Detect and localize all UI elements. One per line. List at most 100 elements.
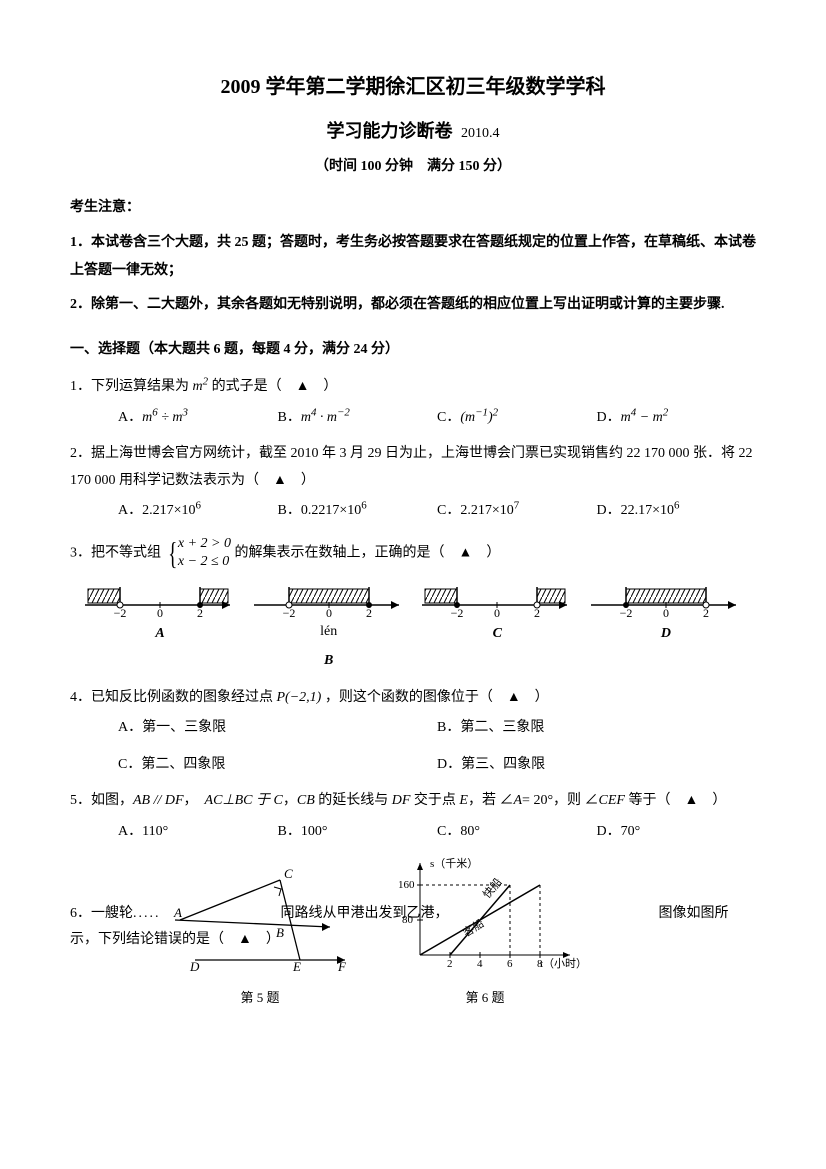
- numberline-b-svg: −2 0 2: [249, 577, 409, 619]
- q6-caption: 第 6 题: [390, 986, 580, 1011]
- q3-opt-b: −2 0 2 lén B: [249, 577, 409, 674]
- q1-marker: ▲: [296, 379, 310, 394]
- q1-opt-d-expr: m4 − m2: [621, 410, 669, 425]
- q5-si: ）: [698, 793, 726, 808]
- q2-opt-c: C．2.217×107: [437, 498, 597, 525]
- q5-opt-c: C．80°: [437, 819, 597, 846]
- title-line-1: 2009 学年第二学期徐汇区初三年级数学学科: [70, 68, 756, 106]
- q2-opt-b: B．0.2217×106: [278, 498, 438, 525]
- q5-opt-d: D．70°: [597, 819, 757, 846]
- question-4: 4．已知反比例函数的图象经过点 P(−2,1) ，则这个函数的图像位于（ ▲ ）…: [70, 685, 756, 779]
- svg-text:0: 0: [663, 606, 669, 619]
- q5-sc: ，: [283, 793, 297, 808]
- notice-item-1: 1．本试卷含三个大题，共 25 题；答题时，考生务必按答题要求在答题纸规定的位置…: [70, 229, 756, 285]
- numberline-c-svg: −2 0 2: [417, 577, 577, 619]
- q5-s4: DF: [392, 793, 411, 808]
- svg-text:160: 160: [398, 879, 415, 891]
- svg-text:0: 0: [494, 606, 500, 619]
- svg-text:D: D: [189, 959, 200, 974]
- q1-opt-d: D．m4 − m2: [597, 405, 757, 432]
- q3-marker: ▲: [458, 545, 472, 560]
- svg-text:E: E: [292, 959, 301, 974]
- q3-system: x + 2 > 0x − 2 ≤ 0: [178, 535, 231, 571]
- q4-point: P(−2,1): [277, 690, 322, 705]
- title-line-2: 学习能力诊断卷 2010.4: [70, 114, 756, 148]
- q6-sb: 同路线从甲港出发到乙港，: [281, 906, 449, 921]
- q4-stem-c: ）: [521, 690, 549, 705]
- notice-item-2: 2．除第一、二大题外，其余各题如无特别说明，都必须在答题纸的相应位置上写出证明或…: [70, 291, 756, 319]
- section-1-heading: 一、选择题（本大题共 6 题，每题 4 分，满分 24 分）: [70, 337, 756, 364]
- q1-stem-b: 的式子是（: [208, 379, 296, 394]
- svg-text:4: 4: [477, 958, 483, 970]
- q5-sf: ，若 ∠: [468, 793, 514, 808]
- q3-label-b: B: [249, 648, 409, 675]
- q4-stem-b: ，则这个函数的图像位于（: [321, 690, 507, 705]
- notice-heading: 考生注意：: [70, 195, 756, 222]
- question-1: 1．下列运算结果为 m2 的式子是（ ▲ ） A．m6 ÷ m3 B．m4 · …: [70, 374, 756, 431]
- q2-opt-d: D．22.17×106: [597, 498, 757, 525]
- q3-label-d: D: [586, 621, 746, 648]
- q5-opt-a: A．110°: [118, 819, 278, 846]
- svg-text:t（小时）: t（小时）: [540, 957, 580, 970]
- q2-opt-b-e: 6: [361, 500, 366, 512]
- q5-s1: AB // DF: [133, 793, 184, 808]
- q1-stem-a: 1．下列运算结果为: [70, 379, 193, 394]
- q4-opt-d: D．第三、四象限: [437, 752, 756, 779]
- brace-icon: {: [168, 537, 177, 569]
- q2-opt-d-t: D．22.17×10: [597, 503, 675, 518]
- q2-marker: ▲: [273, 473, 287, 488]
- q2-opt-d-e: 6: [674, 500, 679, 512]
- q2-opt-a: A．2.217×106: [118, 498, 278, 525]
- q2-opt-a-t: A．2.217×10: [118, 503, 196, 518]
- q5-s5: E: [459, 793, 468, 808]
- q6-gap: .....: [133, 906, 161, 921]
- q4-opt-b: B．第二、三象限: [437, 715, 756, 742]
- q2-opt-c-e: 7: [514, 500, 519, 512]
- svg-text:C: C: [284, 866, 293, 881]
- q5-sg: = 20°，则 ∠: [522, 793, 599, 808]
- q3-opt-c: −2 0 2 C: [417, 577, 577, 674]
- q4-stem-a: 4．已知反比例函数的图象经过点: [70, 690, 277, 705]
- q3-label-c: C: [417, 621, 577, 648]
- q3-sys-1: x + 2 > 0: [178, 535, 231, 553]
- q5-sh: 等于（: [625, 793, 685, 808]
- q3-label-a: A: [80, 621, 240, 648]
- title-2-main: 学习能力诊断卷: [327, 121, 453, 141]
- q5-s3: CB: [297, 793, 315, 808]
- q3-numberlines: −2 0 2 A −2 0 2: [70, 577, 756, 674]
- title-2-date: 2010.4: [461, 126, 500, 141]
- q1-stem-c: ）: [309, 379, 337, 394]
- q1-opt-b-label: B．: [278, 410, 301, 425]
- q1-opt-c-label: C．: [437, 410, 460, 425]
- q6-sa: 6．一艘轮: [70, 906, 133, 921]
- q5-s2: AC⊥BC 于 C: [205, 793, 283, 808]
- q4-opt-a: A．第一、三象限: [118, 715, 437, 742]
- svg-text:6: 6: [507, 958, 513, 970]
- q1-opt-c: C．(m−1)2: [437, 405, 597, 432]
- q2-opt-b-t: B．0.2217×10: [278, 503, 362, 518]
- q1-opt-a-label: A．: [118, 410, 142, 425]
- svg-text:0: 0: [157, 606, 163, 619]
- numberline-a-svg: −2 0 2: [80, 577, 240, 619]
- q1-opt-b: B．m4 · m−2: [278, 405, 438, 432]
- q3-stem-b: 的解集表示在数轴上，正确的是（: [231, 545, 459, 560]
- q5-sb: ，: [184, 793, 205, 808]
- question-5: 5．如图，AB // DF， AC⊥BC 于 C，CB 的延长线与 DF 交于点…: [70, 788, 756, 845]
- q1-opt-d-label: D．: [597, 410, 621, 425]
- svg-text:快船: 快船: [480, 876, 505, 902]
- q5-sa: 5．如图，: [70, 793, 133, 808]
- q1-opt-c-expr: (m−1)2: [460, 410, 498, 425]
- q3-opt-a: −2 0 2 A: [80, 577, 240, 674]
- q2-opt-c-t: C．2.217×10: [437, 503, 514, 518]
- svg-text:F: F: [337, 959, 347, 974]
- question-2: 2．据上海世博会官方网统计，截至 2010 年 3 月 29 日为止，上海世博会…: [70, 441, 756, 525]
- q3-stem-a: 3．把不等式组: [70, 545, 165, 560]
- q3-opt-d: −2 0 2 D: [586, 577, 746, 674]
- q5-marker: ▲: [685, 793, 699, 808]
- svg-text:s（千米）: s（千米）: [430, 857, 478, 870]
- q6-figure: s（千米） t（小时） 160 80 2 4 6 8 快船 客船 第 6 题: [390, 855, 580, 1010]
- q2-stem: 2．据上海世博会官方网统计，截至 2010 年 3 月 29 日为止，上海世博会…: [70, 446, 753, 488]
- q3-stem-c: ）: [472, 545, 500, 560]
- svg-text:2: 2: [447, 958, 453, 970]
- q1-opt-b-expr: m4 · m−2: [301, 410, 350, 425]
